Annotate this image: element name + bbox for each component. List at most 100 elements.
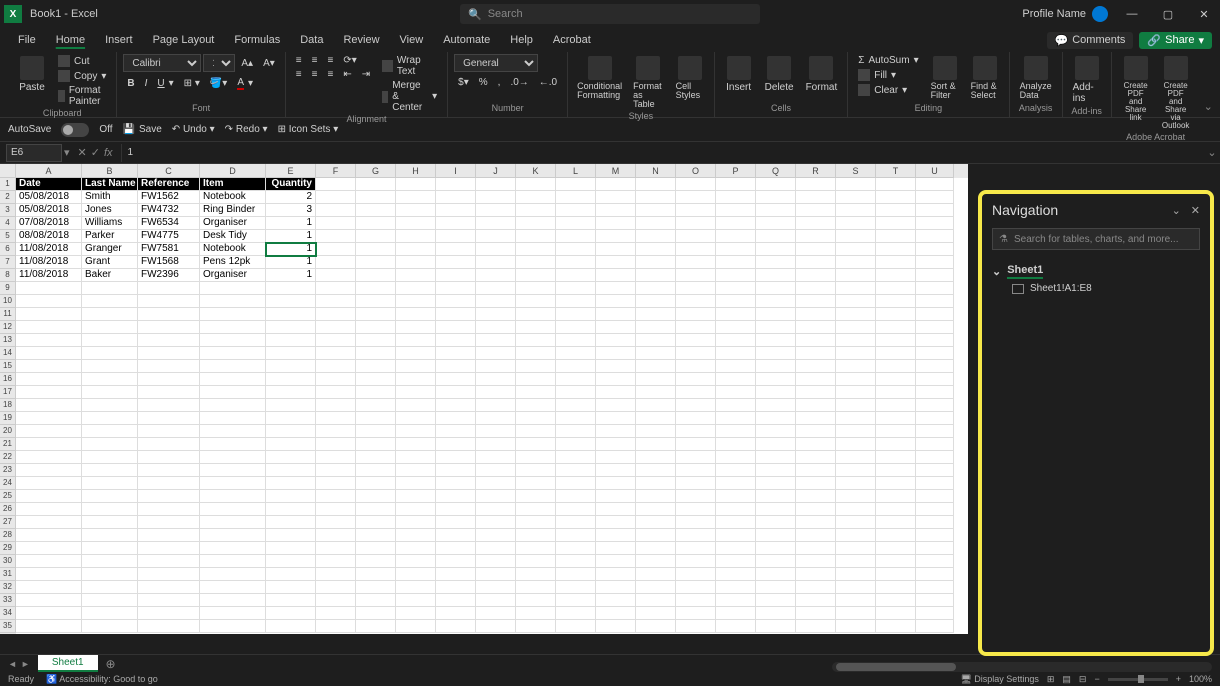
cell-H35[interactable] (396, 620, 436, 633)
cell-T30[interactable] (876, 555, 916, 568)
cell-E4[interactable]: 1 (266, 217, 316, 230)
cell-A21[interactable] (16, 438, 82, 451)
cell-L20[interactable] (556, 425, 596, 438)
cell-N3[interactable] (636, 204, 676, 217)
col-header-L[interactable]: L (556, 164, 596, 178)
cell-Q29[interactable] (756, 542, 796, 555)
cell-A35[interactable] (16, 620, 82, 633)
cell-I18[interactable] (436, 399, 476, 412)
cell-H13[interactable] (396, 334, 436, 347)
cell-J11[interactable] (476, 308, 516, 321)
cell-N27[interactable] (636, 516, 676, 529)
cell-E12[interactable] (266, 321, 316, 334)
cell-C8[interactable]: FW2396 (138, 269, 200, 282)
cell-B18[interactable] (82, 399, 138, 412)
cell-R18[interactable] (796, 399, 836, 412)
cell-O19[interactable] (676, 412, 716, 425)
cell-K3[interactable] (516, 204, 556, 217)
cell-E31[interactable] (266, 568, 316, 581)
cell-B22[interactable] (82, 451, 138, 464)
cell-T9[interactable] (876, 282, 916, 295)
cell-B11[interactable] (82, 308, 138, 321)
cell-S27[interactable] (836, 516, 876, 529)
cell-Q20[interactable] (756, 425, 796, 438)
cell-Q32[interactable] (756, 581, 796, 594)
sort-filter-button[interactable]: Sort & Filter (927, 54, 963, 102)
cell-A3[interactable]: 05/08/2018 (16, 204, 82, 217)
cell-M12[interactable] (596, 321, 636, 334)
cell-P35[interactable] (716, 620, 756, 633)
cell-U18[interactable] (916, 399, 954, 412)
grid[interactable]: ABCDEFGHIJKLMNOPQRSTU 123456789101112131… (0, 164, 968, 634)
cell-R29[interactable] (796, 542, 836, 555)
cell-Q25[interactable] (756, 490, 796, 503)
number-format-select[interactable]: General (454, 54, 538, 72)
cell-N28[interactable] (636, 529, 676, 542)
cell-S17[interactable] (836, 386, 876, 399)
cell-B15[interactable] (82, 360, 138, 373)
cell-E15[interactable] (266, 360, 316, 373)
cell-K8[interactable] (516, 269, 556, 282)
cell-J23[interactable] (476, 464, 516, 477)
cell-S24[interactable] (836, 477, 876, 490)
cell-T8[interactable] (876, 269, 916, 282)
underline-button[interactable]: U ▾ (153, 77, 177, 90)
cell-L28[interactable] (556, 529, 596, 542)
cell-Q30[interactable] (756, 555, 796, 568)
cell-G2[interactable] (356, 191, 396, 204)
cell-B29[interactable] (82, 542, 138, 555)
cell-O4[interactable] (676, 217, 716, 230)
cell-L10[interactable] (556, 295, 596, 308)
cell-J25[interactable] (476, 490, 516, 503)
row-header-16[interactable]: 16 (0, 373, 16, 386)
row-header-19[interactable]: 19 (0, 412, 16, 425)
cell-H14[interactable] (396, 347, 436, 360)
save-button[interactable]: 💾 Save (123, 124, 162, 135)
tab-view[interactable]: View (390, 30, 434, 50)
cell-H20[interactable] (396, 425, 436, 438)
cell-H4[interactable] (396, 217, 436, 230)
cell-U11[interactable] (916, 308, 954, 321)
cell-G17[interactable] (356, 386, 396, 399)
cell-R26[interactable] (796, 503, 836, 516)
cell-E14[interactable] (266, 347, 316, 360)
cell-U1[interactable] (916, 178, 954, 191)
cell-G27[interactable] (356, 516, 396, 529)
cell-I22[interactable] (436, 451, 476, 464)
cell-G10[interactable] (356, 295, 396, 308)
cell-U26[interactable] (916, 503, 954, 516)
cell-L11[interactable] (556, 308, 596, 321)
cell-G7[interactable] (356, 256, 396, 269)
cell-E8[interactable]: 1 (266, 269, 316, 282)
name-box[interactable]: E6 (6, 144, 62, 162)
cell-U3[interactable] (916, 204, 954, 217)
cell-Q21[interactable] (756, 438, 796, 451)
insert-cells-button[interactable]: Insert (721, 54, 757, 95)
cell-S34[interactable] (836, 607, 876, 620)
cell-T6[interactable] (876, 243, 916, 256)
cell-L30[interactable] (556, 555, 596, 568)
cell-B6[interactable]: Granger (82, 243, 138, 256)
cell-T31[interactable] (876, 568, 916, 581)
cell-F20[interactable] (316, 425, 356, 438)
cell-J16[interactable] (476, 373, 516, 386)
cell-P27[interactable] (716, 516, 756, 529)
cell-K35[interactable] (516, 620, 556, 633)
col-header-S[interactable]: S (836, 164, 876, 178)
cell-H29[interactable] (396, 542, 436, 555)
cell-J7[interactable] (476, 256, 516, 269)
cell-K16[interactable] (516, 373, 556, 386)
cell-F32[interactable] (316, 581, 356, 594)
cell-P12[interactable] (716, 321, 756, 334)
cell-T32[interactable] (876, 581, 916, 594)
cell-U5[interactable] (916, 230, 954, 243)
cell-M32[interactable] (596, 581, 636, 594)
cell-O34[interactable] (676, 607, 716, 620)
cell-F22[interactable] (316, 451, 356, 464)
col-header-F[interactable]: F (316, 164, 356, 178)
cell-N34[interactable] (636, 607, 676, 620)
cell-P29[interactable] (716, 542, 756, 555)
cell-G15[interactable] (356, 360, 396, 373)
cell-G23[interactable] (356, 464, 396, 477)
cell-S30[interactable] (836, 555, 876, 568)
